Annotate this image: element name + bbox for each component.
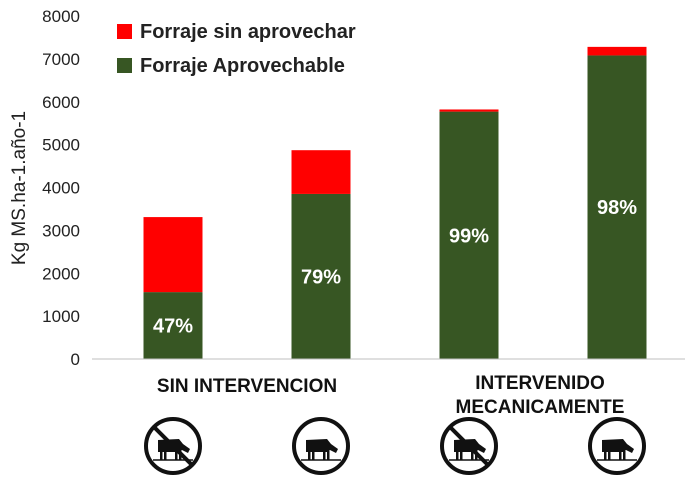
y-axis-label: Kg MS.ha-1.año-1 — [9, 111, 30, 265]
grazing-icon — [588, 417, 646, 475]
no-grazing-icon — [440, 417, 498, 475]
bar-segment-sin-aprovechar — [587, 46, 647, 56]
no-grazing-icon — [144, 417, 202, 475]
bar-segment-aprovechable — [143, 292, 203, 359]
group-labels: SIN INTERVENCION INTERVENIDO MECANICAMENTE — [157, 373, 625, 418]
legend-swatch — [117, 24, 132, 39]
bar-segment-aprovechable — [439, 111, 499, 359]
bar-segment-aprovechable — [291, 193, 351, 359]
legend-swatch — [117, 58, 132, 73]
grazing-icon — [292, 417, 350, 475]
data-label: 98% — [597, 197, 637, 219]
group-label: SIN INTERVENCION — [157, 376, 337, 397]
data-label: 99% — [449, 225, 489, 247]
y-tick-label: 0 — [71, 350, 80, 369]
bar-segment-sin-aprovechar — [143, 217, 203, 293]
legend-label: Forraje sin aprovechar — [140, 21, 356, 43]
data-label: 79% — [301, 266, 341, 288]
y-tick-label: 8000 — [42, 7, 80, 26]
y-tick-label: 5000 — [42, 136, 80, 155]
bar-segment-sin-aprovechar — [439, 109, 499, 112]
grazing-icons — [144, 417, 646, 475]
y-tick-label: 2000 — [42, 264, 80, 283]
bars: 47% 79% 99% 98% — [143, 46, 647, 359]
y-tick-label: 1000 — [42, 307, 80, 326]
bar-segment-aprovechable — [587, 55, 647, 359]
y-tick-label: 7000 — [42, 50, 80, 69]
y-tick-label: 4000 — [42, 179, 80, 198]
legend-label: Forraje Aprovechable — [140, 55, 345, 77]
bar-segment-sin-aprovechar — [291, 150, 351, 194]
y-tick-label: 3000 — [42, 221, 80, 240]
group-label: MECANICAMENTE — [456, 397, 625, 418]
y-axis: 0 1000 2000 3000 4000 5000 6000 7000 8000 — [42, 7, 80, 369]
y-tick-label: 6000 — [42, 93, 80, 112]
data-label: 47% — [153, 316, 193, 338]
group-label: INTERVENIDO — [475, 373, 605, 394]
legend: Forraje sin aprovechar Forraje Aprovechab… — [117, 21, 356, 77]
